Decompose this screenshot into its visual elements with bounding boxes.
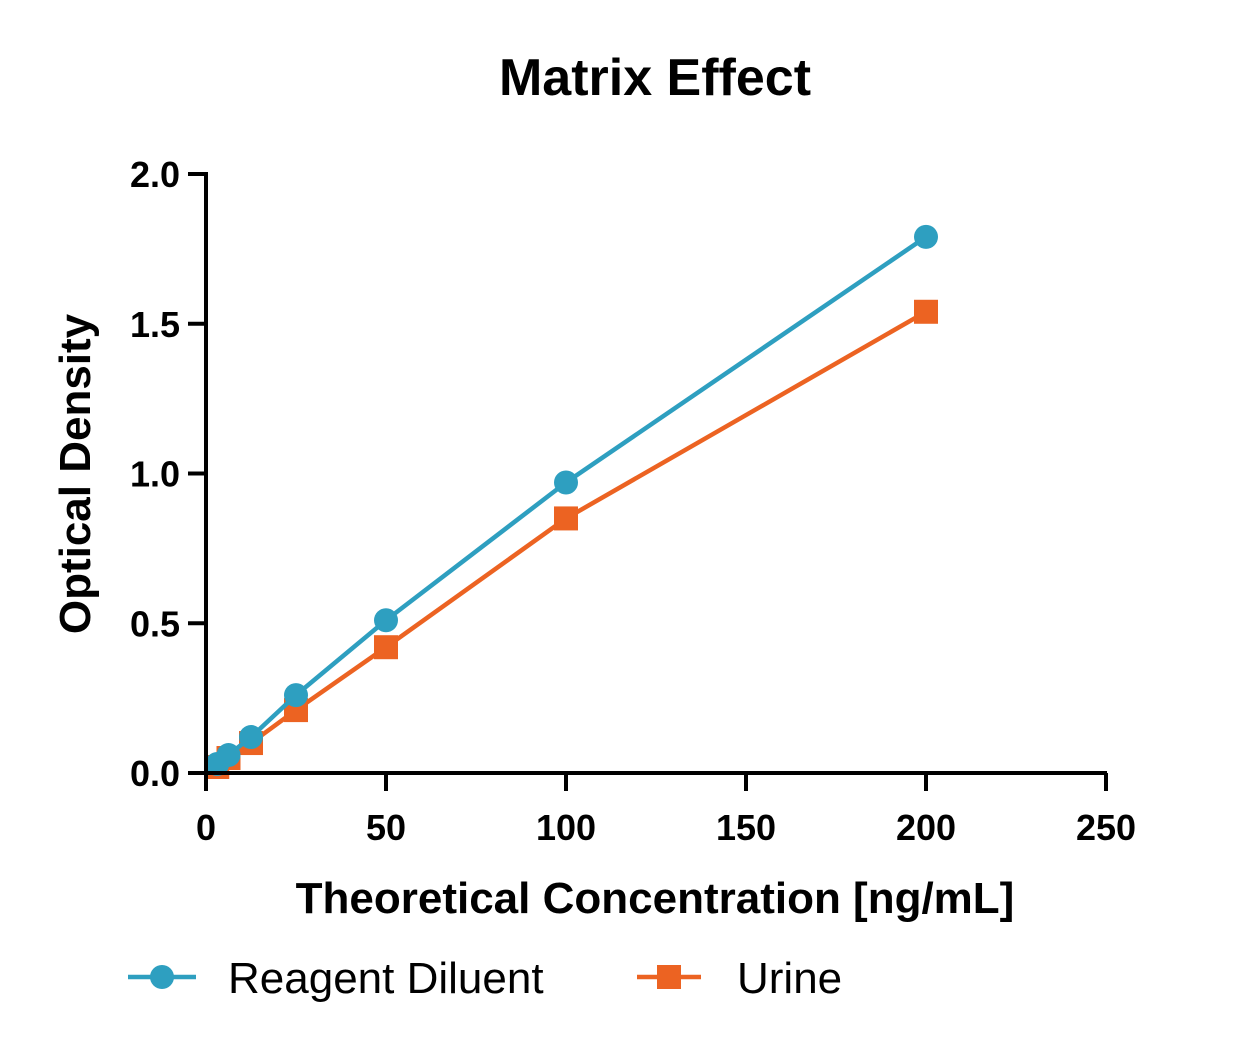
data-point-urine (914, 299, 938, 324)
y-tick-label: 0.0 (130, 753, 180, 794)
y-tick-label: 2.0 (130, 154, 180, 195)
legend-label: Reagent Diluent (228, 954, 544, 1003)
legend-label: Urine (737, 954, 842, 1003)
data-point-reagent-diluent (239, 725, 263, 750)
y-tick-label: 0.5 (130, 603, 180, 644)
x-tick-label: 200 (896, 807, 956, 848)
plot-area (205, 224, 938, 780)
legend-item-urine: Urine (637, 954, 842, 1003)
x-tick-label: 150 (716, 807, 776, 848)
legend-item-reagent-diluent: Reagent Diluent (128, 954, 544, 1003)
legend-marker (150, 965, 174, 989)
y-axis-ticks: 0.0 0.5 1.0 1.5 2.0 (130, 154, 206, 794)
data-point-reagent-diluent (914, 224, 938, 249)
data-point-reagent-diluent (216, 743, 241, 768)
chart-title: Matrix Effect (499, 49, 811, 107)
data-point-reagent-diluent (554, 470, 578, 495)
x-axis-ticks: 0 50 100 150 200 250 (196, 773, 1136, 848)
y-axis-label: Optical Density (51, 313, 100, 634)
y-tick-label: 1.5 (130, 304, 180, 345)
series-line-reagent-diluent (215, 235, 928, 766)
x-tick-label: 100 (536, 807, 596, 848)
data-point-reagent-diluent (284, 683, 308, 708)
x-axis-label: Theoretical Concentration [ng/mL] (296, 874, 1015, 923)
series-reagent-diluent (205, 224, 938, 777)
y-tick-label: 1.0 (130, 454, 180, 495)
legend-marker (657, 965, 681, 989)
x-tick-label: 0 (196, 807, 216, 848)
legend: Reagent Diluent Urine (128, 954, 842, 1003)
x-tick-label: 50 (366, 807, 406, 848)
data-point-urine (374, 635, 398, 660)
data-point-urine (554, 506, 578, 531)
series-line-urine (215, 309, 928, 769)
data-point-reagent-diluent (374, 608, 398, 633)
series-urine (205, 299, 938, 780)
x-tick-label: 250 (1076, 807, 1136, 848)
